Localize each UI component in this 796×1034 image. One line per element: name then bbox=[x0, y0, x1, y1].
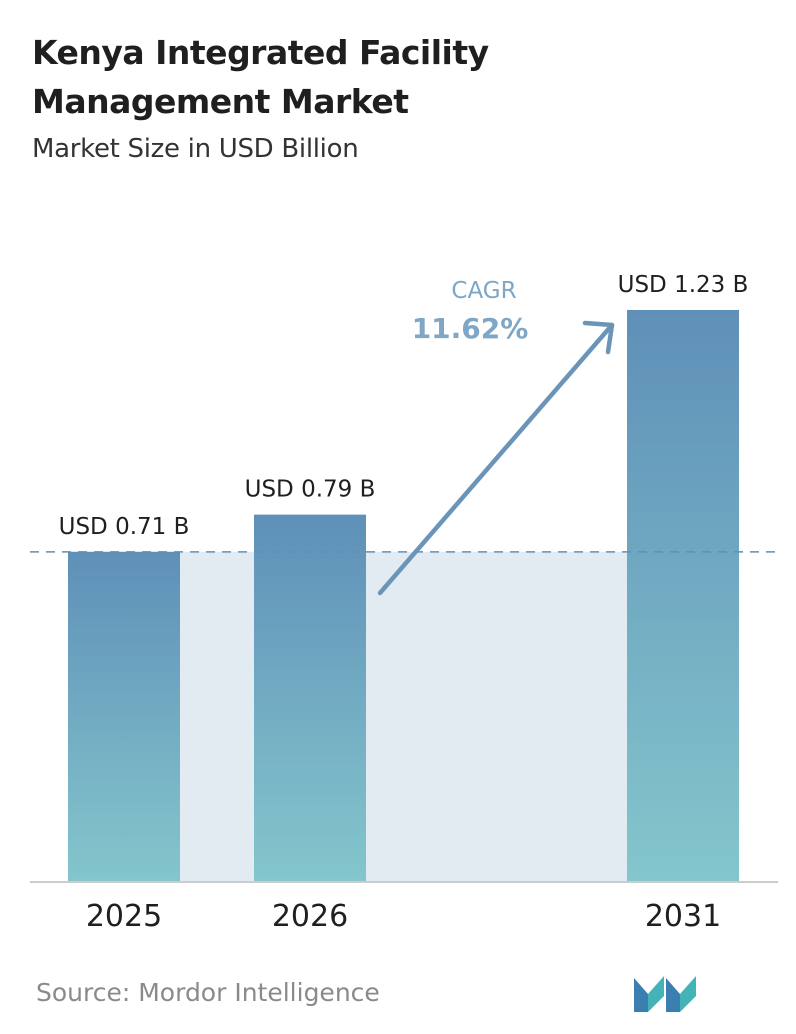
cagr-value: 11.62% bbox=[412, 312, 529, 345]
cagr-label: CAGR bbox=[451, 278, 516, 304]
cagr-arrow-head bbox=[582, 320, 615, 355]
data-label-2025: USD 0.71 B bbox=[59, 514, 190, 540]
data-label-2026: USD 0.79 B bbox=[245, 477, 376, 503]
chart-title: Kenya Integrated Facility Management Mar… bbox=[32, 33, 489, 121]
chart-subtitle: Market Size in USD Billion bbox=[32, 134, 359, 164]
mordor-intelligence-logo-icon bbox=[634, 976, 696, 1012]
source-note: Source: Mordor Intelligence bbox=[36, 978, 380, 1007]
x-tick-label-2031: 2031 bbox=[645, 899, 721, 934]
bar-chart: USD 0.71 B 2025 USD 0.79 B 2026 USD 1.23 B 20… bbox=[30, 272, 778, 934]
bar-2031 bbox=[627, 310, 739, 882]
bar-2025 bbox=[68, 551, 180, 882]
bar-2026 bbox=[254, 514, 366, 882]
x-tick-label-2025: 2025 bbox=[86, 899, 162, 934]
data-label-2031: USD 1.23 B bbox=[618, 272, 749, 298]
x-tick-label-2026: 2026 bbox=[272, 899, 348, 934]
cagr-arrow bbox=[377, 322, 615, 596]
